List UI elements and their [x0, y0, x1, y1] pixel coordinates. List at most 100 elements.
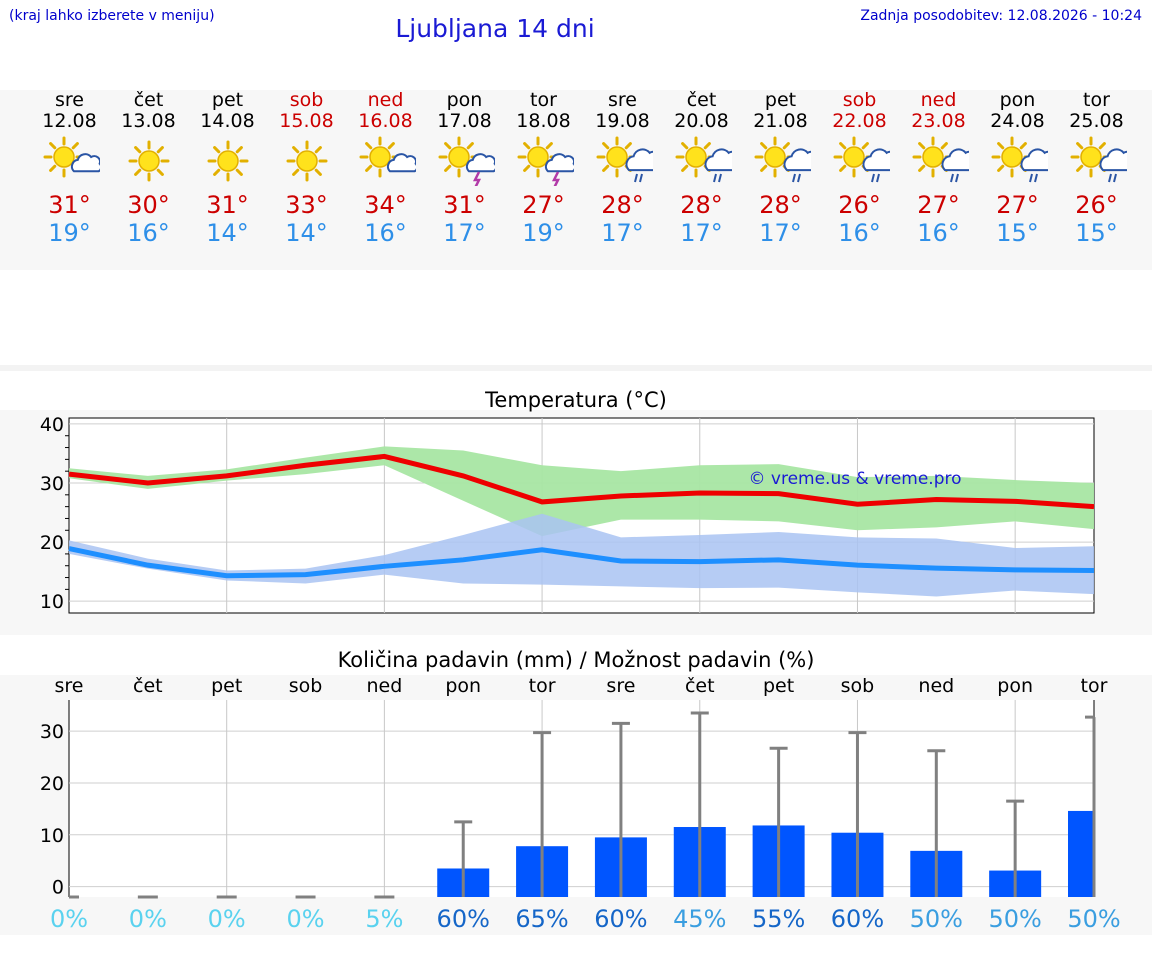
day-column: sre 12.08 31° 19°	[30, 90, 109, 247]
day-label: pon	[445, 675, 481, 697]
sun-rain-icon	[596, 136, 653, 183]
forecast-strip	[0, 90, 1152, 270]
min-temperature: 17°	[759, 219, 802, 247]
sun-rain-icon	[675, 136, 732, 183]
day-label: ned	[918, 675, 954, 697]
day-column: pet 21.08 28° 17°	[741, 90, 820, 247]
min-temperature: 19°	[48, 219, 91, 247]
precipitation-chance: 0%	[286, 905, 324, 933]
precipitation-chance: 50%	[1067, 905, 1120, 933]
day-date: 17.08	[437, 110, 492, 132]
day-label: pon	[997, 675, 1033, 697]
precipitation-chance: 45%	[673, 905, 726, 933]
y-tick-label: 20	[40, 532, 64, 554]
y-tick-label: 30	[40, 721, 64, 743]
day-column: sre 19.08 28° 17°	[583, 90, 662, 247]
day-label: tor	[1081, 675, 1108, 697]
min-temperature: 16°	[127, 219, 170, 247]
y-tick-label: 20	[40, 773, 64, 795]
precipitation-chance: 0%	[208, 905, 246, 933]
day-name: sob	[842, 89, 877, 111]
day-date: 23.08	[911, 110, 966, 132]
day-date: 22.08	[832, 110, 887, 132]
min-temperature: 14°	[206, 219, 249, 247]
sun-rain-icon	[1070, 136, 1127, 183]
max-temperature: 26°	[1075, 191, 1118, 219]
temperature-chart-title: Temperatura (°C)	[485, 388, 667, 412]
day-name: pon	[446, 89, 483, 111]
day-name: tor	[1083, 89, 1110, 111]
min-temperature: 15°	[1075, 219, 1118, 247]
day-date: 21.08	[753, 110, 808, 132]
max-temperature: 28°	[759, 191, 802, 219]
day-label: sre	[606, 675, 635, 697]
day-column: sob 15.08 33° 14°	[267, 90, 346, 247]
min-temperature: 16°	[838, 219, 881, 247]
max-temperature: 28°	[601, 191, 644, 219]
day-column: pon 17.08 31° 17°	[425, 90, 504, 247]
max-temperature: 27°	[917, 191, 960, 219]
precipitation-bar	[1068, 810, 1094, 897]
day-date: 15.08	[279, 110, 334, 132]
page-title: Ljubljana 14 dni	[395, 14, 595, 43]
y-tick-label: 40	[40, 414, 64, 436]
max-temperature: 34°	[364, 191, 407, 219]
sun-rain-icon	[754, 136, 811, 183]
day-column: tor 25.08 26° 15°	[1057, 90, 1136, 247]
day-name: sre	[608, 89, 637, 111]
sun-rain-icon	[912, 136, 969, 183]
day-label: tor	[529, 675, 556, 697]
day-column: sob 22.08 26° 16°	[820, 90, 899, 247]
max-temperature-line	[68, 453, 1095, 510]
sun-rain-icon	[833, 136, 890, 183]
day-column: čet 13.08 30° 16°	[109, 90, 188, 247]
precipitation-chance: 55%	[752, 905, 805, 933]
precipitation-chance: 5%	[365, 905, 403, 933]
precipitation-chance: 60%	[437, 905, 490, 933]
day-name: tor	[530, 89, 557, 111]
min-temperature: 17°	[443, 219, 486, 247]
day-name: sob	[289, 89, 324, 111]
day-name: pon	[999, 89, 1036, 111]
day-column: tor 18.08 27° 19°	[504, 90, 583, 247]
day-date: 16.08	[358, 110, 413, 132]
day-date: 12.08	[42, 110, 97, 132]
day-name: čet	[133, 89, 164, 111]
separator	[0, 365, 1152, 371]
max-temperature: 31°	[48, 191, 91, 219]
max-temperature-band	[69, 446, 1094, 537]
sun-icon	[128, 140, 169, 182]
sun-thunderstorm-icon	[438, 136, 495, 186]
sun-cloud-icon	[359, 136, 416, 178]
sun-icon	[286, 140, 327, 182]
max-temperature: 26°	[838, 191, 881, 219]
sun-rain-icon	[991, 136, 1048, 183]
max-temperature: 27°	[996, 191, 1039, 219]
precipitation-chart: 0 10 20 30 sre čet pet sob ned pon tor sre čet pet sob…	[40, 675, 1121, 933]
min-temperature-line	[68, 546, 1095, 579]
day-date: 24.08	[990, 110, 1045, 132]
sun-cloud-icon	[43, 136, 100, 178]
precipitation-chance: 60%	[594, 905, 647, 933]
day-date: 19.08	[595, 110, 650, 132]
day-name: sre	[55, 89, 84, 111]
day-label: ned	[366, 675, 402, 697]
day-name: pet	[211, 89, 244, 111]
day-label: pet	[763, 675, 794, 697]
day-label: čet	[133, 675, 163, 697]
y-tick-label: 10	[40, 825, 64, 847]
precipitation-chance: 65%	[515, 905, 568, 933]
day-date: 25.08	[1069, 110, 1124, 132]
max-temperature: 33°	[285, 191, 328, 219]
min-temperature: 16°	[364, 219, 407, 247]
min-temperature: 19°	[522, 219, 565, 247]
day-column: pet 14.08 31° 14°	[188, 90, 267, 247]
precipitation-chance: 0%	[129, 905, 167, 933]
precipitation-chance: 50%	[988, 905, 1041, 933]
y-tick-label: 30	[40, 473, 64, 495]
max-temperature: 27°	[522, 191, 565, 219]
max-temperature: 30°	[127, 191, 170, 219]
temperature-chart: 10 20 30 40 © vreme.us & vreme.pro	[40, 414, 1095, 614]
precipitation-chart-title: Količina padavin (mm) / Možnost padavin …	[337, 648, 815, 672]
day-name: ned	[367, 89, 404, 111]
